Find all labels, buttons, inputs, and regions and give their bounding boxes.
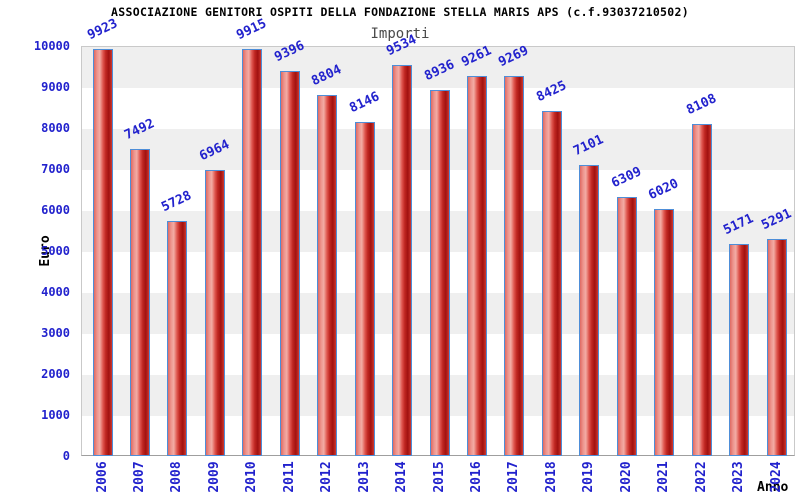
bar bbox=[467, 76, 487, 456]
x-tick-label: 2019 bbox=[581, 461, 597, 493]
x-tick-label: 2023 bbox=[731, 461, 747, 493]
x-tick-label: 2011 bbox=[281, 461, 297, 493]
x-tick-label: 2012 bbox=[319, 461, 335, 493]
y-tick-label: 3000 bbox=[41, 326, 70, 340]
bar bbox=[92, 49, 113, 456]
bar bbox=[729, 243, 750, 456]
y-tick-label: 9000 bbox=[41, 80, 70, 94]
y-tick-label: 5000 bbox=[41, 244, 70, 258]
bar bbox=[392, 65, 413, 456]
y-tick-label: 7000 bbox=[41, 162, 70, 176]
bar bbox=[317, 95, 338, 456]
x-tick-label: 2006 bbox=[94, 461, 110, 493]
bar bbox=[616, 197, 637, 456]
x-tick-label: 2017 bbox=[506, 461, 522, 493]
y-tick-label: 8000 bbox=[41, 121, 70, 135]
bar bbox=[429, 89, 450, 456]
x-tick-label: 2022 bbox=[693, 461, 709, 493]
x-tick-label: 2018 bbox=[543, 461, 559, 493]
x-tick-label: 2020 bbox=[618, 461, 634, 493]
y-tick-label: 1000 bbox=[41, 408, 70, 422]
x-tick-label: 2024 bbox=[768, 461, 784, 493]
bar bbox=[279, 70, 300, 456]
x-tick-label: 2014 bbox=[394, 461, 410, 493]
y-tick-label: 0 bbox=[62, 449, 70, 463]
x-tick-label: 2007 bbox=[131, 461, 147, 493]
y-tick-label: 10000 bbox=[33, 39, 70, 53]
bar bbox=[242, 49, 263, 456]
chart-subtitle: Importi bbox=[370, 26, 430, 42]
chart-title: ASSOCIAZIONE GENITORI OSPITI DELLA FONDA… bbox=[111, 5, 689, 19]
y-tick-label: 4000 bbox=[41, 285, 70, 299]
bar bbox=[167, 221, 188, 456]
bar bbox=[354, 122, 375, 456]
bar bbox=[504, 75, 525, 456]
bar bbox=[129, 148, 150, 456]
bar bbox=[579, 164, 600, 456]
x-axis-label: Anno bbox=[757, 480, 789, 495]
y-tick-label: 6000 bbox=[41, 203, 70, 217]
y-tick-label: 2000 bbox=[41, 367, 70, 381]
bar bbox=[541, 110, 562, 456]
x-tick-label: 2008 bbox=[169, 461, 185, 493]
x-tick-label: 2021 bbox=[656, 461, 672, 493]
bar bbox=[654, 209, 675, 456]
x-tick-label: 2016 bbox=[469, 461, 484, 493]
x-tick-label: 2010 bbox=[244, 461, 260, 493]
bar bbox=[766, 239, 787, 456]
bar bbox=[204, 170, 225, 456]
x-tick-label: 2013 bbox=[356, 461, 372, 493]
bar bbox=[691, 123, 712, 456]
x-tick-label: 2009 bbox=[206, 461, 222, 493]
x-tick-label: 2015 bbox=[431, 461, 447, 493]
